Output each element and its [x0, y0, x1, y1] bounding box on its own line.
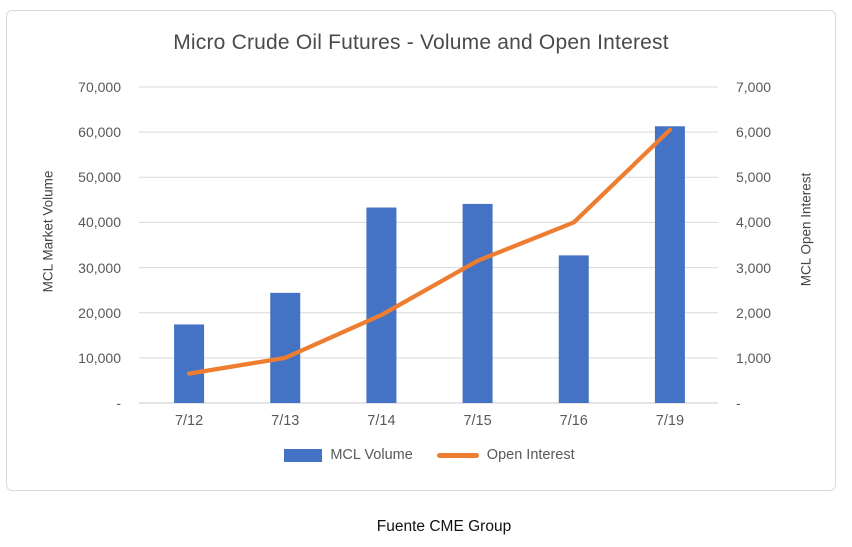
y-axis-right-tick-label: 1,000	[736, 349, 772, 366]
x-axis-tick-label: 7/15	[463, 413, 492, 429]
x-axis-tick-label: 7/12	[174, 413, 204, 429]
bar-7/16	[558, 255, 589, 403]
y-axis-left-tick-label: 40,000	[78, 214, 121, 231]
bar-7/14	[366, 207, 397, 403]
y-axis-left-tick-label: 50,000	[78, 169, 121, 186]
bar-7/19	[654, 126, 685, 403]
x-axis-tick-label: 7/14	[367, 413, 396, 429]
y-axis-left-tick-label: 20,000	[78, 304, 121, 321]
bar-7/15	[462, 203, 493, 403]
y-axis-left-tick-label: 70,000	[78, 79, 121, 95]
legend-label-open-interest: Open Interest	[486, 447, 575, 463]
x-axis-tick-label: 7/13	[271, 413, 300, 429]
y-axis-right-tick-label: 7,000	[736, 79, 772, 95]
source-caption: Fuente CME Group	[376, 518, 512, 535]
y-axis-right-tick-label: -	[736, 395, 741, 411]
x-axis-tick-label: 7/19	[655, 413, 685, 429]
left-axis-title: MCL Market Volume	[40, 170, 56, 293]
legend-label-mcl-volume: MCL Volume	[330, 447, 413, 463]
legend: MCL Volume Open Interest	[141, 447, 718, 463]
chart: Micro Crude Oil Futures - Volume and Ope…	[6, 10, 836, 491]
y-axis-left-tick-label: 30,000	[78, 259, 121, 276]
y-axis-right-tick-label: 6,000	[736, 124, 772, 141]
y-axis-right-tick-label: 2,000	[736, 304, 772, 321]
line-series-swatch-icon	[436, 452, 479, 458]
y-axis-left-tick-label: 10,000	[78, 349, 121, 366]
legend-item-open-interest: Open Interest	[436, 447, 575, 463]
open-interest-line	[186, 127, 673, 376]
bar-7/12	[174, 324, 205, 403]
y-axis-right-tick-label: 4,000	[736, 214, 772, 231]
bar-series-swatch-icon	[284, 448, 323, 462]
x-axis-tick-label: 7/16	[559, 413, 588, 429]
y-axis-left-tick-label: -	[116, 395, 121, 411]
y-axis-right-tick-label: 5,000	[736, 169, 772, 186]
y-axis-left-tick-label: 60,000	[78, 124, 121, 141]
chart-title: Micro Crude Oil Futures - Volume and Ope…	[173, 31, 669, 54]
plot-area	[139, 86, 718, 404]
legend-item-mcl-volume: MCL Volume	[284, 447, 413, 463]
y-axis-right-tick-label: 3,000	[736, 259, 772, 276]
bar-7/13	[270, 292, 301, 403]
